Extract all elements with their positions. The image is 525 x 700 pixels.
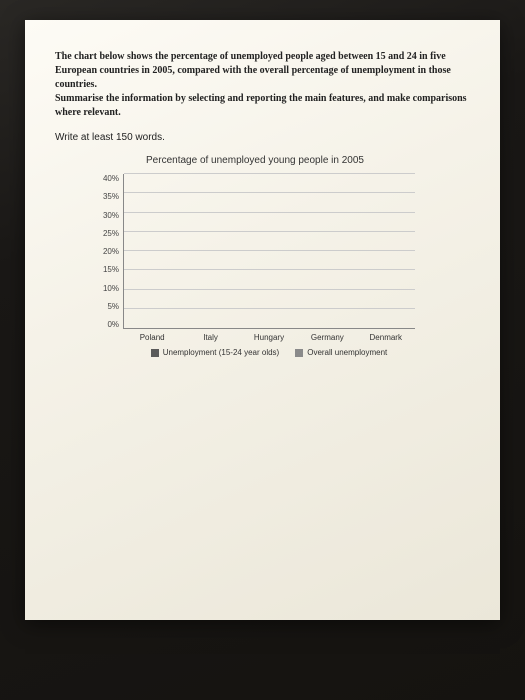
x-label: Germany [307,333,347,342]
x-label: Hungary [249,333,289,342]
ytick: 0% [95,320,119,329]
write-note: Write at least 150 words. [55,132,470,143]
task-line1: The chart below shows the percentage of … [55,51,451,90]
legend-label: Overall unemployment [307,348,387,357]
chart-title: Percentage of unemployed young people in… [95,155,415,166]
ytick: 15% [95,265,119,274]
ytick: 40% [95,174,119,183]
chart-area: 40% 35% 30% 25% 20% 15% 10% 5% 0% [95,174,415,329]
document-page: The chart below shows the percentage of … [25,20,500,620]
y-axis: 40% 35% 30% 25% 20% 15% 10% 5% 0% [95,174,123,329]
bars-row [124,174,415,328]
ytick: 30% [95,211,119,220]
ytick: 10% [95,284,119,293]
legend-item-youth: Unemployment (15-24 year olds) [151,348,280,357]
chart-container: Percentage of unemployed young people in… [95,155,415,357]
task-text: The chart below shows the percentage of … [55,50,470,120]
legend-swatch-icon [295,349,303,357]
chart-legend: Unemployment (15-24 year olds) Overall u… [123,348,415,357]
legend-item-overall: Overall unemployment [295,348,387,357]
x-label: Poland [132,333,172,342]
chart-plot [123,174,415,329]
task-line2: Summarise the information by selecting a… [55,93,467,118]
x-label: Italy [191,333,231,342]
ytick: 5% [95,302,119,311]
legend-label: Unemployment (15-24 year olds) [163,348,280,357]
ytick: 35% [95,192,119,201]
x-axis-labels: Poland Italy Hungary Germany Denmark [123,333,415,342]
x-label: Denmark [366,333,406,342]
legend-swatch-icon [151,349,159,357]
ytick: 20% [95,247,119,256]
ytick: 25% [95,229,119,238]
